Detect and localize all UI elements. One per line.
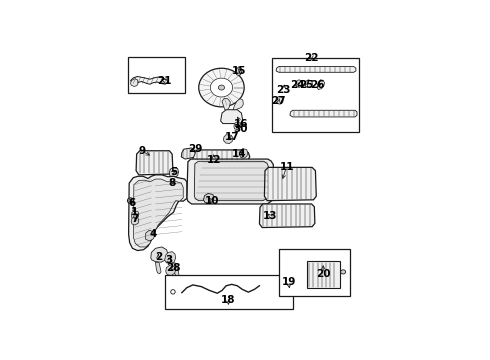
Text: 30: 30 [233,124,248,134]
Polygon shape [305,80,313,87]
Polygon shape [145,230,155,241]
Text: 26: 26 [310,80,325,90]
Bar [128,57,185,93]
Text: 11: 11 [279,162,294,172]
Polygon shape [233,99,244,110]
Polygon shape [155,262,161,274]
Text: 21: 21 [157,76,172,86]
Text: 6: 6 [129,198,136,208]
Ellipse shape [219,85,224,90]
Polygon shape [240,149,248,158]
Text: 9: 9 [139,146,146,156]
Bar [272,58,359,132]
Text: 25: 25 [299,80,314,90]
Polygon shape [131,211,139,219]
Polygon shape [234,122,241,130]
Text: 14: 14 [231,149,246,159]
Polygon shape [151,247,168,262]
Ellipse shape [210,78,233,97]
Polygon shape [136,151,173,175]
Text: 24: 24 [291,80,305,90]
Text: 23: 23 [276,85,291,95]
Text: 5: 5 [170,167,177,177]
Text: 10: 10 [204,195,219,206]
Text: 20: 20 [316,269,330,279]
Polygon shape [133,179,183,247]
Text: 2: 2 [155,252,162,262]
Polygon shape [195,161,269,201]
Polygon shape [236,67,242,76]
Polygon shape [130,76,168,84]
Text: 22: 22 [304,53,319,63]
Polygon shape [220,110,243,123]
Polygon shape [130,79,138,86]
Ellipse shape [199,68,244,107]
Text: 4: 4 [149,229,156,239]
Text: 16: 16 [233,118,248,129]
Polygon shape [131,217,139,225]
Polygon shape [193,150,250,161]
Polygon shape [166,266,176,275]
Polygon shape [222,99,230,110]
Ellipse shape [341,270,345,274]
Polygon shape [187,159,274,204]
Text: 18: 18 [221,296,236,305]
Polygon shape [295,80,303,87]
Ellipse shape [127,198,134,203]
Text: 28: 28 [166,263,180,273]
Text: 19: 19 [281,277,296,287]
Polygon shape [276,67,356,72]
Text: 15: 15 [232,66,247,76]
Polygon shape [168,180,175,188]
Text: 27: 27 [271,96,286,107]
Text: 8: 8 [169,178,176,188]
Polygon shape [265,167,316,201]
Polygon shape [172,263,179,276]
Text: 13: 13 [263,211,278,221]
Text: 12: 12 [206,155,221,165]
Polygon shape [275,96,283,104]
Text: 7: 7 [132,214,139,224]
Polygon shape [170,167,178,177]
Polygon shape [259,204,315,228]
Polygon shape [203,193,214,203]
Text: 3: 3 [166,255,173,265]
Text: 17: 17 [224,132,239,143]
Polygon shape [165,252,176,264]
Text: 1: 1 [131,207,138,217]
Bar [279,249,349,296]
Polygon shape [223,135,233,144]
Circle shape [171,290,175,294]
Ellipse shape [129,199,132,202]
Polygon shape [317,80,324,90]
Text: 29: 29 [188,144,202,154]
Bar [165,275,293,309]
Polygon shape [128,175,187,251]
Polygon shape [181,148,195,159]
Bar [307,261,340,288]
Polygon shape [290,110,357,117]
